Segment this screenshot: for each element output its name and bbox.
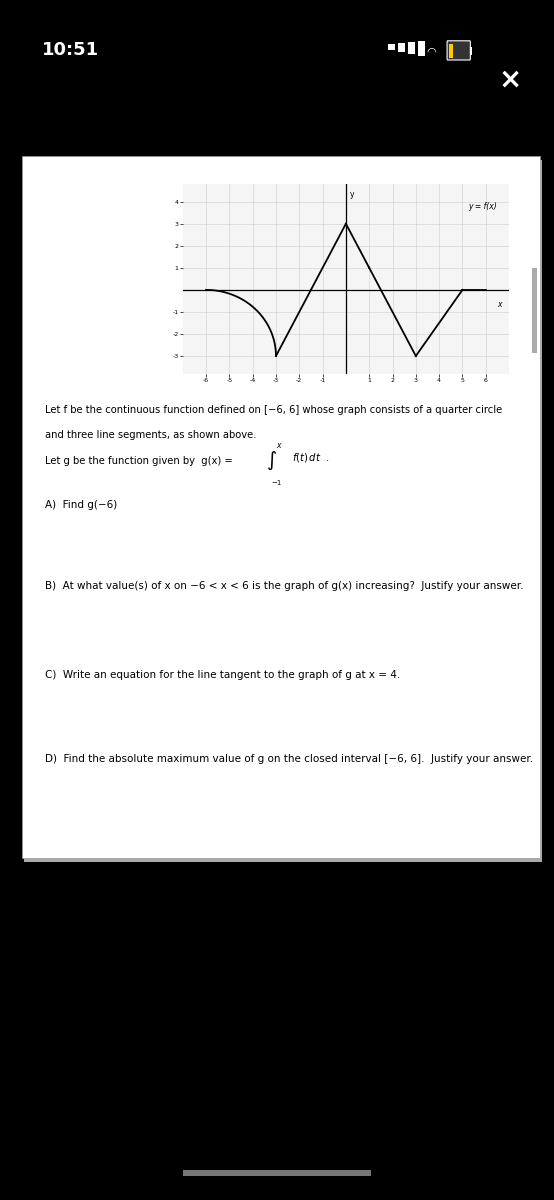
- Text: $\int$: $\int$: [265, 450, 276, 472]
- Text: B)  At what value(s) of x on −6 < x < 6 is the graph of g(x) increasing?  Justif: B) At what value(s) of x on −6 < x < 6 i…: [45, 581, 524, 590]
- Text: ◠: ◠: [426, 47, 436, 56]
- Text: $f(t)\,dt$  .: $f(t)\,dt$ .: [291, 451, 329, 464]
- Text: A)  Find g(−6): A) Find g(−6): [45, 500, 117, 510]
- Text: y: y: [350, 190, 355, 198]
- Text: ×: ×: [498, 65, 521, 94]
- Text: and three line segments, as shown above.: and three line segments, as shown above.: [45, 430, 257, 439]
- Text: −1: −1: [271, 480, 281, 486]
- Text: x: x: [276, 442, 280, 450]
- Text: D)  Find the absolute maximum value of g on the closed interval [−6, 6].  Justif: D) Find the absolute maximum value of g …: [45, 754, 534, 764]
- Text: Let f be the continuous function defined on [−6, 6] whose graph consists of a qu: Let f be the continuous function defined…: [45, 406, 502, 415]
- Text: y = f(x): y = f(x): [469, 202, 497, 211]
- Text: Let g be the function given by  g(x) =: Let g be the function given by g(x) =: [45, 456, 237, 467]
- Text: x: x: [497, 300, 502, 308]
- Text: C)  Write an equation for the line tangent to the graph of g at x = 4.: C) Write an equation for the line tangen…: [45, 670, 401, 680]
- Text: 10:51: 10:51: [42, 41, 99, 59]
